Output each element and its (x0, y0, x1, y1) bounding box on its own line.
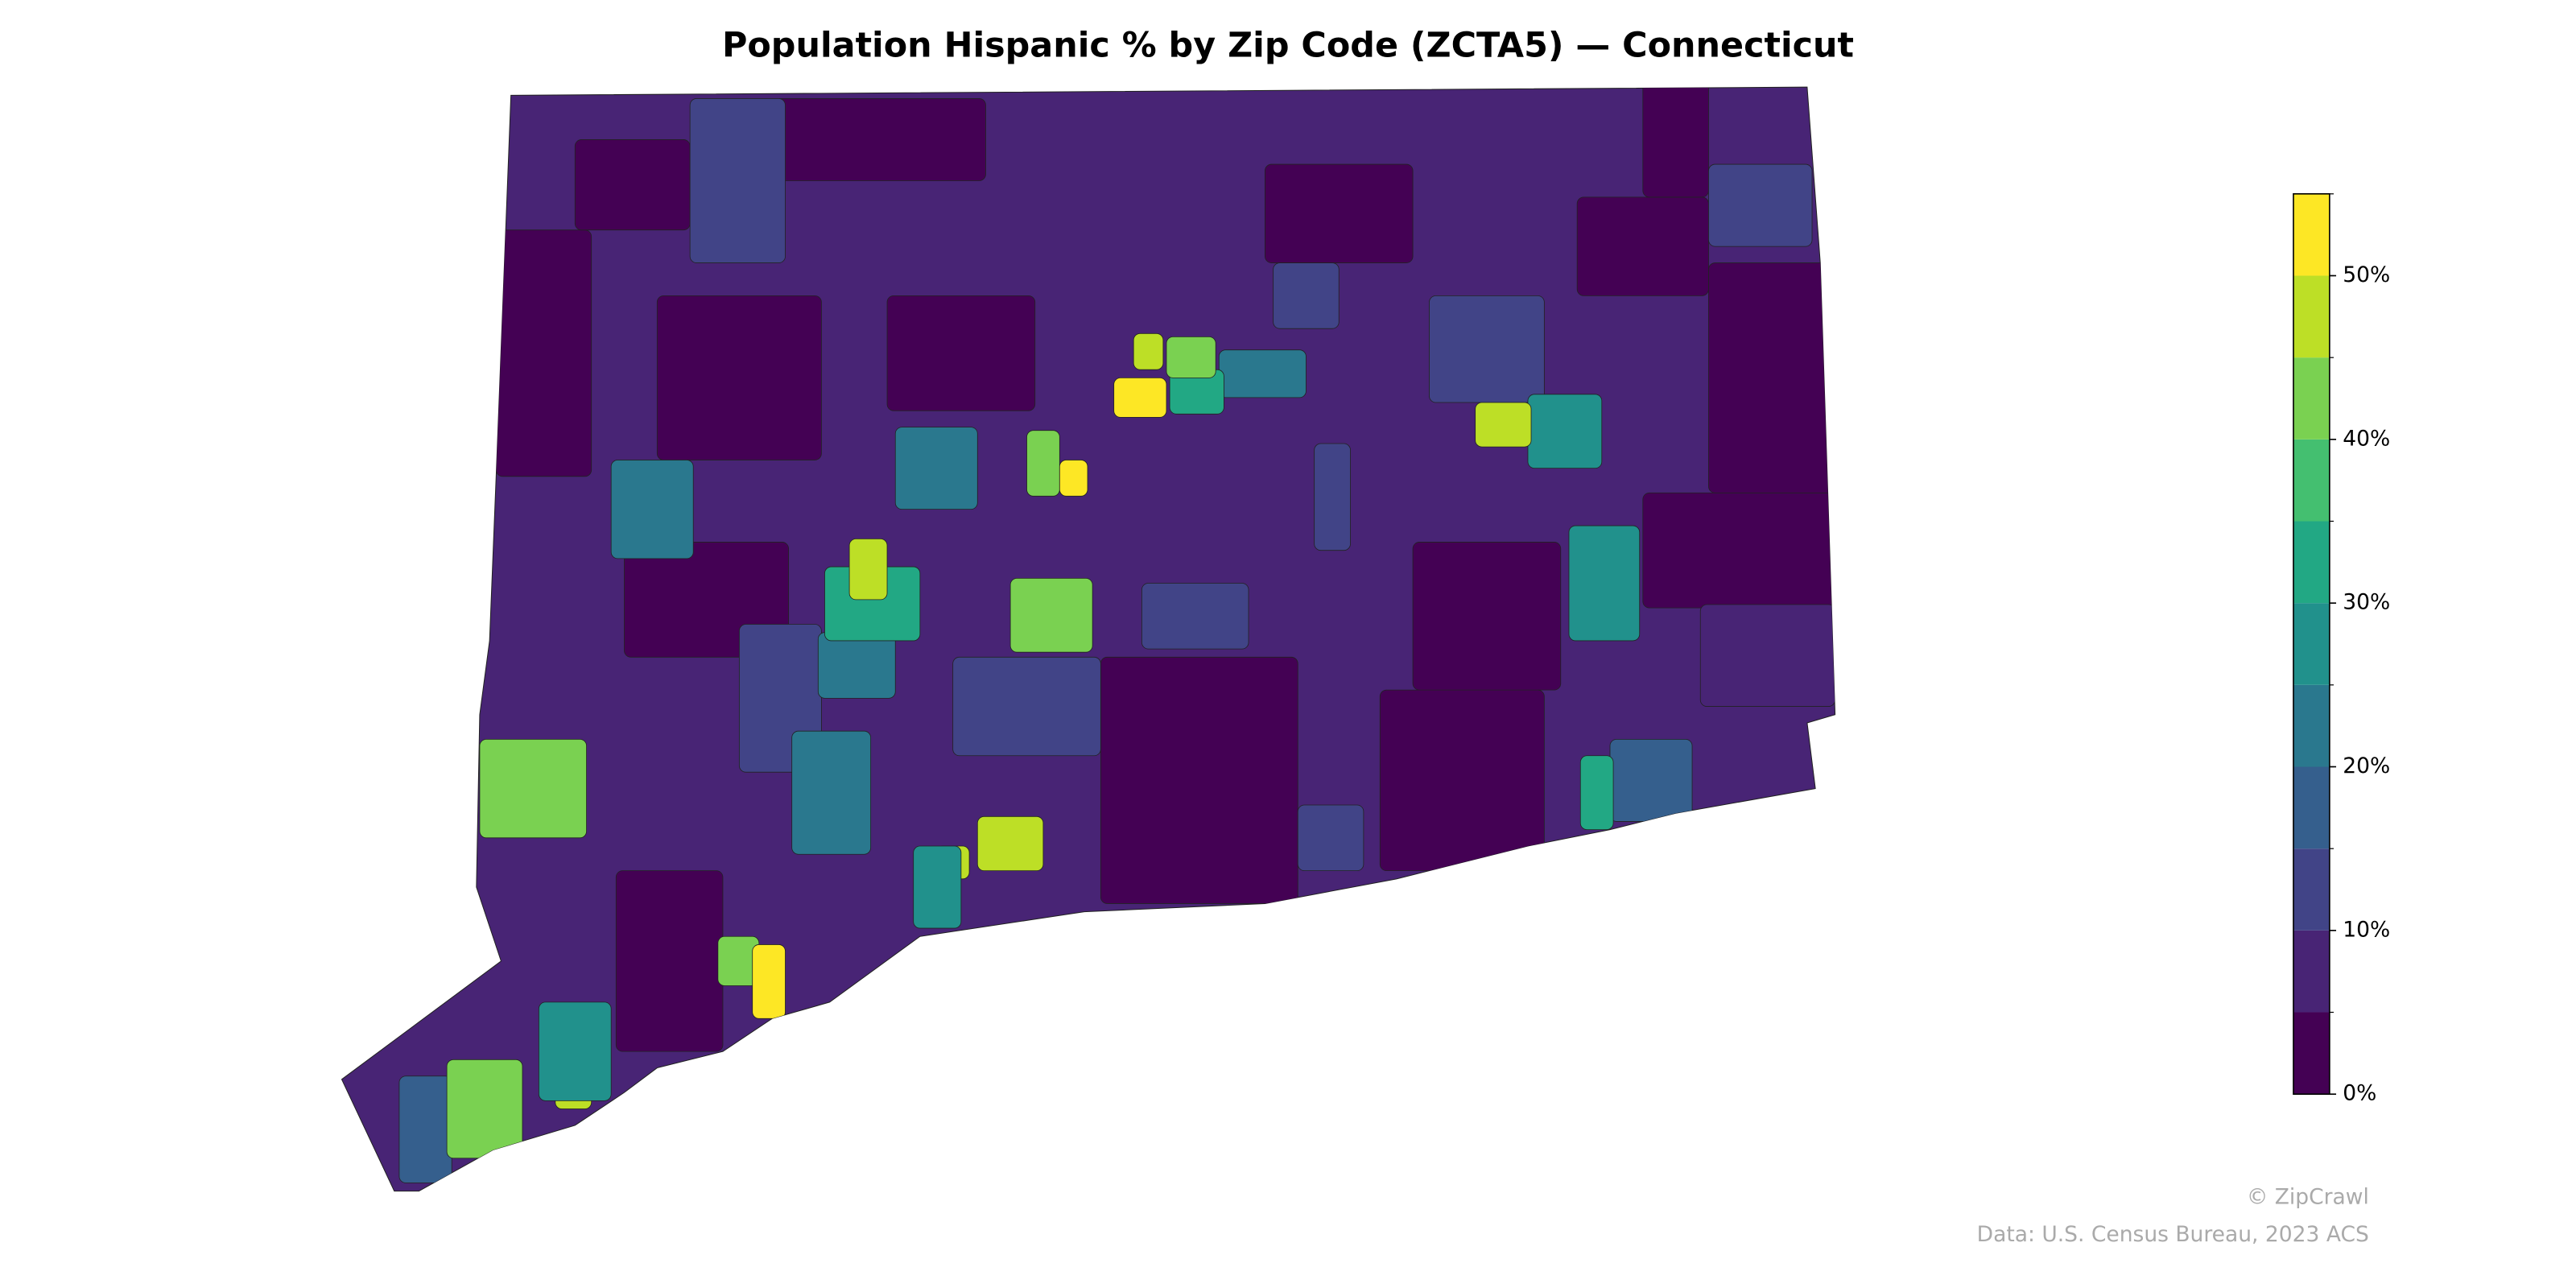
credit: © ZipCrawl (2247, 1184, 2369, 1209)
colorbar-bin (2293, 603, 2330, 685)
zip-regions (398, 87, 1835, 1183)
colorbar-bin (2293, 439, 2330, 522)
zip-region (1265, 163, 1414, 263)
zip-region (446, 1059, 523, 1159)
colorbar-tick-label: 40% (2343, 426, 2390, 451)
zip-region (1113, 377, 1167, 418)
zip-region (495, 229, 592, 477)
zip-region (574, 139, 691, 231)
zip-region (894, 427, 978, 510)
zip-region (1642, 87, 1709, 198)
zip-region (610, 460, 694, 559)
colorbar-bin (2293, 193, 2330, 276)
colorbar-bin (2293, 930, 2330, 1013)
zip-region (886, 295, 1036, 411)
colorbar-bin (2293, 357, 2330, 440)
zip-region (1527, 394, 1603, 469)
zip-region (1609, 738, 1693, 822)
colorbar-tick-label: 20% (2343, 753, 2390, 778)
colorbar-bin (2293, 1012, 2330, 1095)
zip-region (1100, 656, 1298, 904)
zip-region (771, 98, 986, 181)
zip-region (479, 738, 587, 839)
zip-region (689, 98, 786, 263)
colorbar-bin (2293, 275, 2330, 358)
zip-region (1059, 460, 1088, 497)
zip-region (1218, 349, 1307, 398)
zip-region (848, 538, 888, 601)
zip-region (952, 656, 1101, 757)
chart-title: Population Hispanic % by Zip Code (ZCTA5… (722, 26, 1854, 66)
colorbar-frame (2293, 193, 2330, 1095)
colorbar-bin (2293, 766, 2330, 849)
zip-region (1379, 689, 1545, 872)
colorbar-bin (2293, 684, 2330, 767)
colorbar: 0% 10% 20% 30% 40% 50% (2293, 193, 2390, 1106)
zip-region (752, 944, 786, 1019)
zip-region (1412, 542, 1562, 691)
zip-region (1475, 402, 1532, 448)
zip-region (1141, 583, 1249, 650)
zip-region (1579, 755, 1614, 831)
zip-region (1009, 577, 1093, 653)
zip-region (1273, 262, 1340, 329)
zip-region (976, 815, 1044, 872)
zip-region (1699, 604, 1835, 707)
colorbar-bin (2293, 521, 2330, 604)
colorbar-tick-label: 30% (2343, 590, 2390, 615)
zip-region (1429, 295, 1545, 403)
zip-region (1568, 525, 1641, 642)
zip-region (1708, 262, 1835, 493)
zip-region (1166, 336, 1216, 378)
zip-region (1297, 804, 1364, 872)
zip-region (1026, 430, 1060, 497)
zip-region (1576, 196, 1709, 296)
zip-region (1708, 163, 1813, 247)
zip-region (1314, 443, 1351, 551)
zip-region (1133, 332, 1164, 370)
zip-region (791, 730, 872, 855)
zip-region (656, 295, 822, 460)
colorbar-tick-label: 0% (2343, 1081, 2376, 1106)
zip-region (538, 1001, 612, 1101)
zip-region (913, 845, 962, 929)
zip-region (817, 632, 896, 699)
zip-region (615, 870, 724, 1052)
source: Data: U.S. Census Bureau, 2023 ACS (1977, 1222, 2369, 1247)
zip-region (1642, 492, 1835, 609)
zip-region (398, 1075, 452, 1183)
colorbar-tick-label: 50% (2343, 262, 2390, 287)
colorbar-tick-label: 10% (2343, 917, 2390, 942)
colorbar-bin (2293, 848, 2330, 931)
